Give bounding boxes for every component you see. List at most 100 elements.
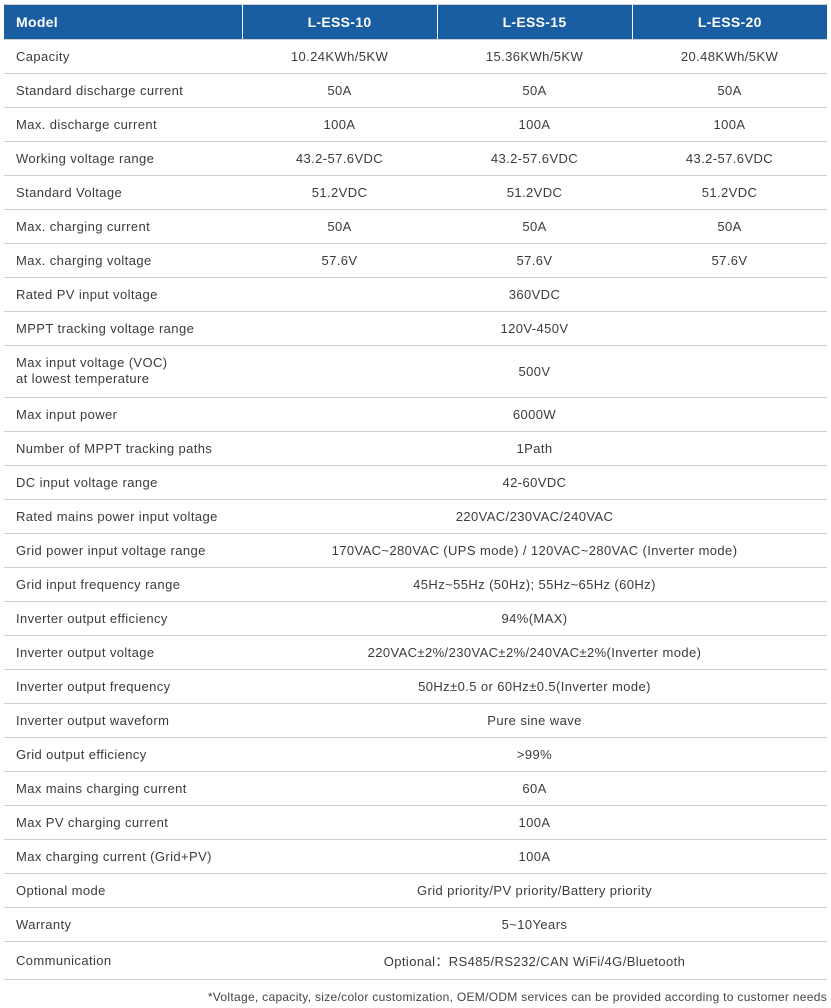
row-label: Max input voltage (VOC)at lowest tempera…	[4, 346, 242, 398]
row-value: 20.48KWh/5KW	[632, 40, 827, 74]
table-row: Grid input frequency range45Hz~55Hz (50H…	[4, 567, 827, 601]
table-row: Max charging current (Grid+PV)100A	[4, 839, 827, 873]
row-label: Rated mains power input voltage	[4, 499, 242, 533]
row-value-merged: 120V-450V	[242, 312, 827, 346]
row-value: 100A	[437, 108, 632, 142]
row-label: Max charging current (Grid+PV)	[4, 839, 242, 873]
row-value-merged: 100A	[242, 805, 827, 839]
row-label: MPPT tracking voltage range	[4, 312, 242, 346]
row-value-merged: Optional：RS485/RS232/CAN WiFi/4G/Bluetoo…	[242, 941, 827, 979]
row-value: 50A	[242, 210, 437, 244]
row-value-merged: 170VAC~280VAC (UPS mode) / 120VAC~280VAC…	[242, 533, 827, 567]
row-value-merged: 60A	[242, 771, 827, 805]
table-row: Max mains charging current60A	[4, 771, 827, 805]
row-label: Inverter output waveform	[4, 703, 242, 737]
table-row: Inverter output frequency50Hz±0.5 or 60H…	[4, 669, 827, 703]
table-row: Max PV charging current100A	[4, 805, 827, 839]
row-value: 51.2VDC	[632, 176, 827, 210]
row-value: 57.6V	[632, 244, 827, 278]
table-row: Warranty5~10Years	[4, 907, 827, 941]
row-label: Grid power input voltage range	[4, 533, 242, 567]
row-label: Communication	[4, 941, 242, 979]
row-value-merged: 6000W	[242, 397, 827, 431]
table-row: Max. charging current50A50A50A	[4, 210, 827, 244]
row-value-merged: 45Hz~55Hz (50Hz); 55Hz~65Hz (60Hz)	[242, 567, 827, 601]
row-label: Max. charging current	[4, 210, 242, 244]
row-value-merged: 42-60VDC	[242, 465, 827, 499]
row-value: 10.24KWh/5KW	[242, 40, 437, 74]
row-value-merged: 94%(MAX)	[242, 601, 827, 635]
row-label: Standard discharge current	[4, 74, 242, 108]
row-value: 50A	[242, 74, 437, 108]
table-row: Grid output efficiency>99%	[4, 737, 827, 771]
row-label: Capacity	[4, 40, 242, 74]
spec-table: Model L-ESS-10 L-ESS-15 L-ESS-20 Capacit…	[4, 4, 827, 980]
row-value: 50A	[437, 210, 632, 244]
table-row: Max input power6000W	[4, 397, 827, 431]
row-label: DC input voltage range	[4, 465, 242, 499]
table-row: Capacity10.24KWh/5KW15.36KWh/5KW20.48KWh…	[4, 40, 827, 74]
row-value: 43.2-57.6VDC	[437, 142, 632, 176]
row-label: Inverter output efficiency	[4, 601, 242, 635]
row-label: Grid input frequency range	[4, 567, 242, 601]
row-label: Max mains charging current	[4, 771, 242, 805]
row-label: Optional mode	[4, 873, 242, 907]
row-value: 57.6V	[437, 244, 632, 278]
row-value-merged: 360VDC	[242, 278, 827, 312]
table-header: Model L-ESS-10 L-ESS-15 L-ESS-20	[4, 5, 827, 40]
row-label: Max. charging voltage	[4, 244, 242, 278]
col-header-3: L-ESS-20	[632, 5, 827, 40]
row-value-merged: 50Hz±0.5 or 60Hz±0.5(Inverter mode)	[242, 669, 827, 703]
col-header-model: Model	[4, 5, 242, 40]
row-value-merged: 5~10Years	[242, 907, 827, 941]
table-row: Max input voltage (VOC)at lowest tempera…	[4, 346, 827, 398]
table-row: Number of MPPT tracking paths1Path	[4, 431, 827, 465]
row-value: 15.36KWh/5KW	[437, 40, 632, 74]
row-value: 50A	[632, 74, 827, 108]
row-value-merged: 500V	[242, 346, 827, 398]
row-label: Standard Voltage	[4, 176, 242, 210]
table-row: MPPT tracking voltage range120V-450V	[4, 312, 827, 346]
row-value: 51.2VDC	[242, 176, 437, 210]
table-row: CommunicationOptional：RS485/RS232/CAN Wi…	[4, 941, 827, 979]
row-value-merged: Grid priority/PV priority/Battery priori…	[242, 873, 827, 907]
table-row: Rated PV input voltage360VDC	[4, 278, 827, 312]
row-label: Inverter output frequency	[4, 669, 242, 703]
table-row: Max. charging voltage57.6V57.6V57.6V	[4, 244, 827, 278]
row-label: Max. discharge current	[4, 108, 242, 142]
row-value-merged: 1Path	[242, 431, 827, 465]
row-value: 57.6V	[242, 244, 437, 278]
row-value-merged: Pure sine wave	[242, 703, 827, 737]
row-label: Working voltage range	[4, 142, 242, 176]
row-value-merged: 220VAC/230VAC/240VAC	[242, 499, 827, 533]
table-row: DC input voltage range42-60VDC	[4, 465, 827, 499]
table-row: Rated mains power input voltage220VAC/23…	[4, 499, 827, 533]
table-row: Inverter output waveformPure sine wave	[4, 703, 827, 737]
table-row: Optional modeGrid priority/PV priority/B…	[4, 873, 827, 907]
table-row: Inverter output voltage220VAC±2%/230VAC±…	[4, 635, 827, 669]
row-value-merged: 100A	[242, 839, 827, 873]
row-label: Grid output efficiency	[4, 737, 242, 771]
table-row: Grid power input voltage range170VAC~280…	[4, 533, 827, 567]
footnote: *Voltage, capacity, size/color customiza…	[4, 980, 831, 1004]
row-value: 100A	[242, 108, 437, 142]
row-value: 43.2-57.6VDC	[632, 142, 827, 176]
table-row: Max. discharge current100A100A100A	[4, 108, 827, 142]
row-label: Warranty	[4, 907, 242, 941]
row-value: 50A	[437, 74, 632, 108]
table-body: Capacity10.24KWh/5KW15.36KWh/5KW20.48KWh…	[4, 40, 827, 980]
row-value: 43.2-57.6VDC	[242, 142, 437, 176]
table-row: Standard Voltage51.2VDC51.2VDC51.2VDC	[4, 176, 827, 210]
row-value: 100A	[632, 108, 827, 142]
col-header-1: L-ESS-10	[242, 5, 437, 40]
row-label: Rated PV input voltage	[4, 278, 242, 312]
row-value: 50A	[632, 210, 827, 244]
row-label: Inverter output voltage	[4, 635, 242, 669]
row-value-merged: >99%	[242, 737, 827, 771]
row-value: 51.2VDC	[437, 176, 632, 210]
table-row: Standard discharge current50A50A50A	[4, 74, 827, 108]
table-row: Working voltage range43.2-57.6VDC43.2-57…	[4, 142, 827, 176]
row-label: Number of MPPT tracking paths	[4, 431, 242, 465]
col-header-2: L-ESS-15	[437, 5, 632, 40]
table-row: Inverter output efficiency94%(MAX)	[4, 601, 827, 635]
